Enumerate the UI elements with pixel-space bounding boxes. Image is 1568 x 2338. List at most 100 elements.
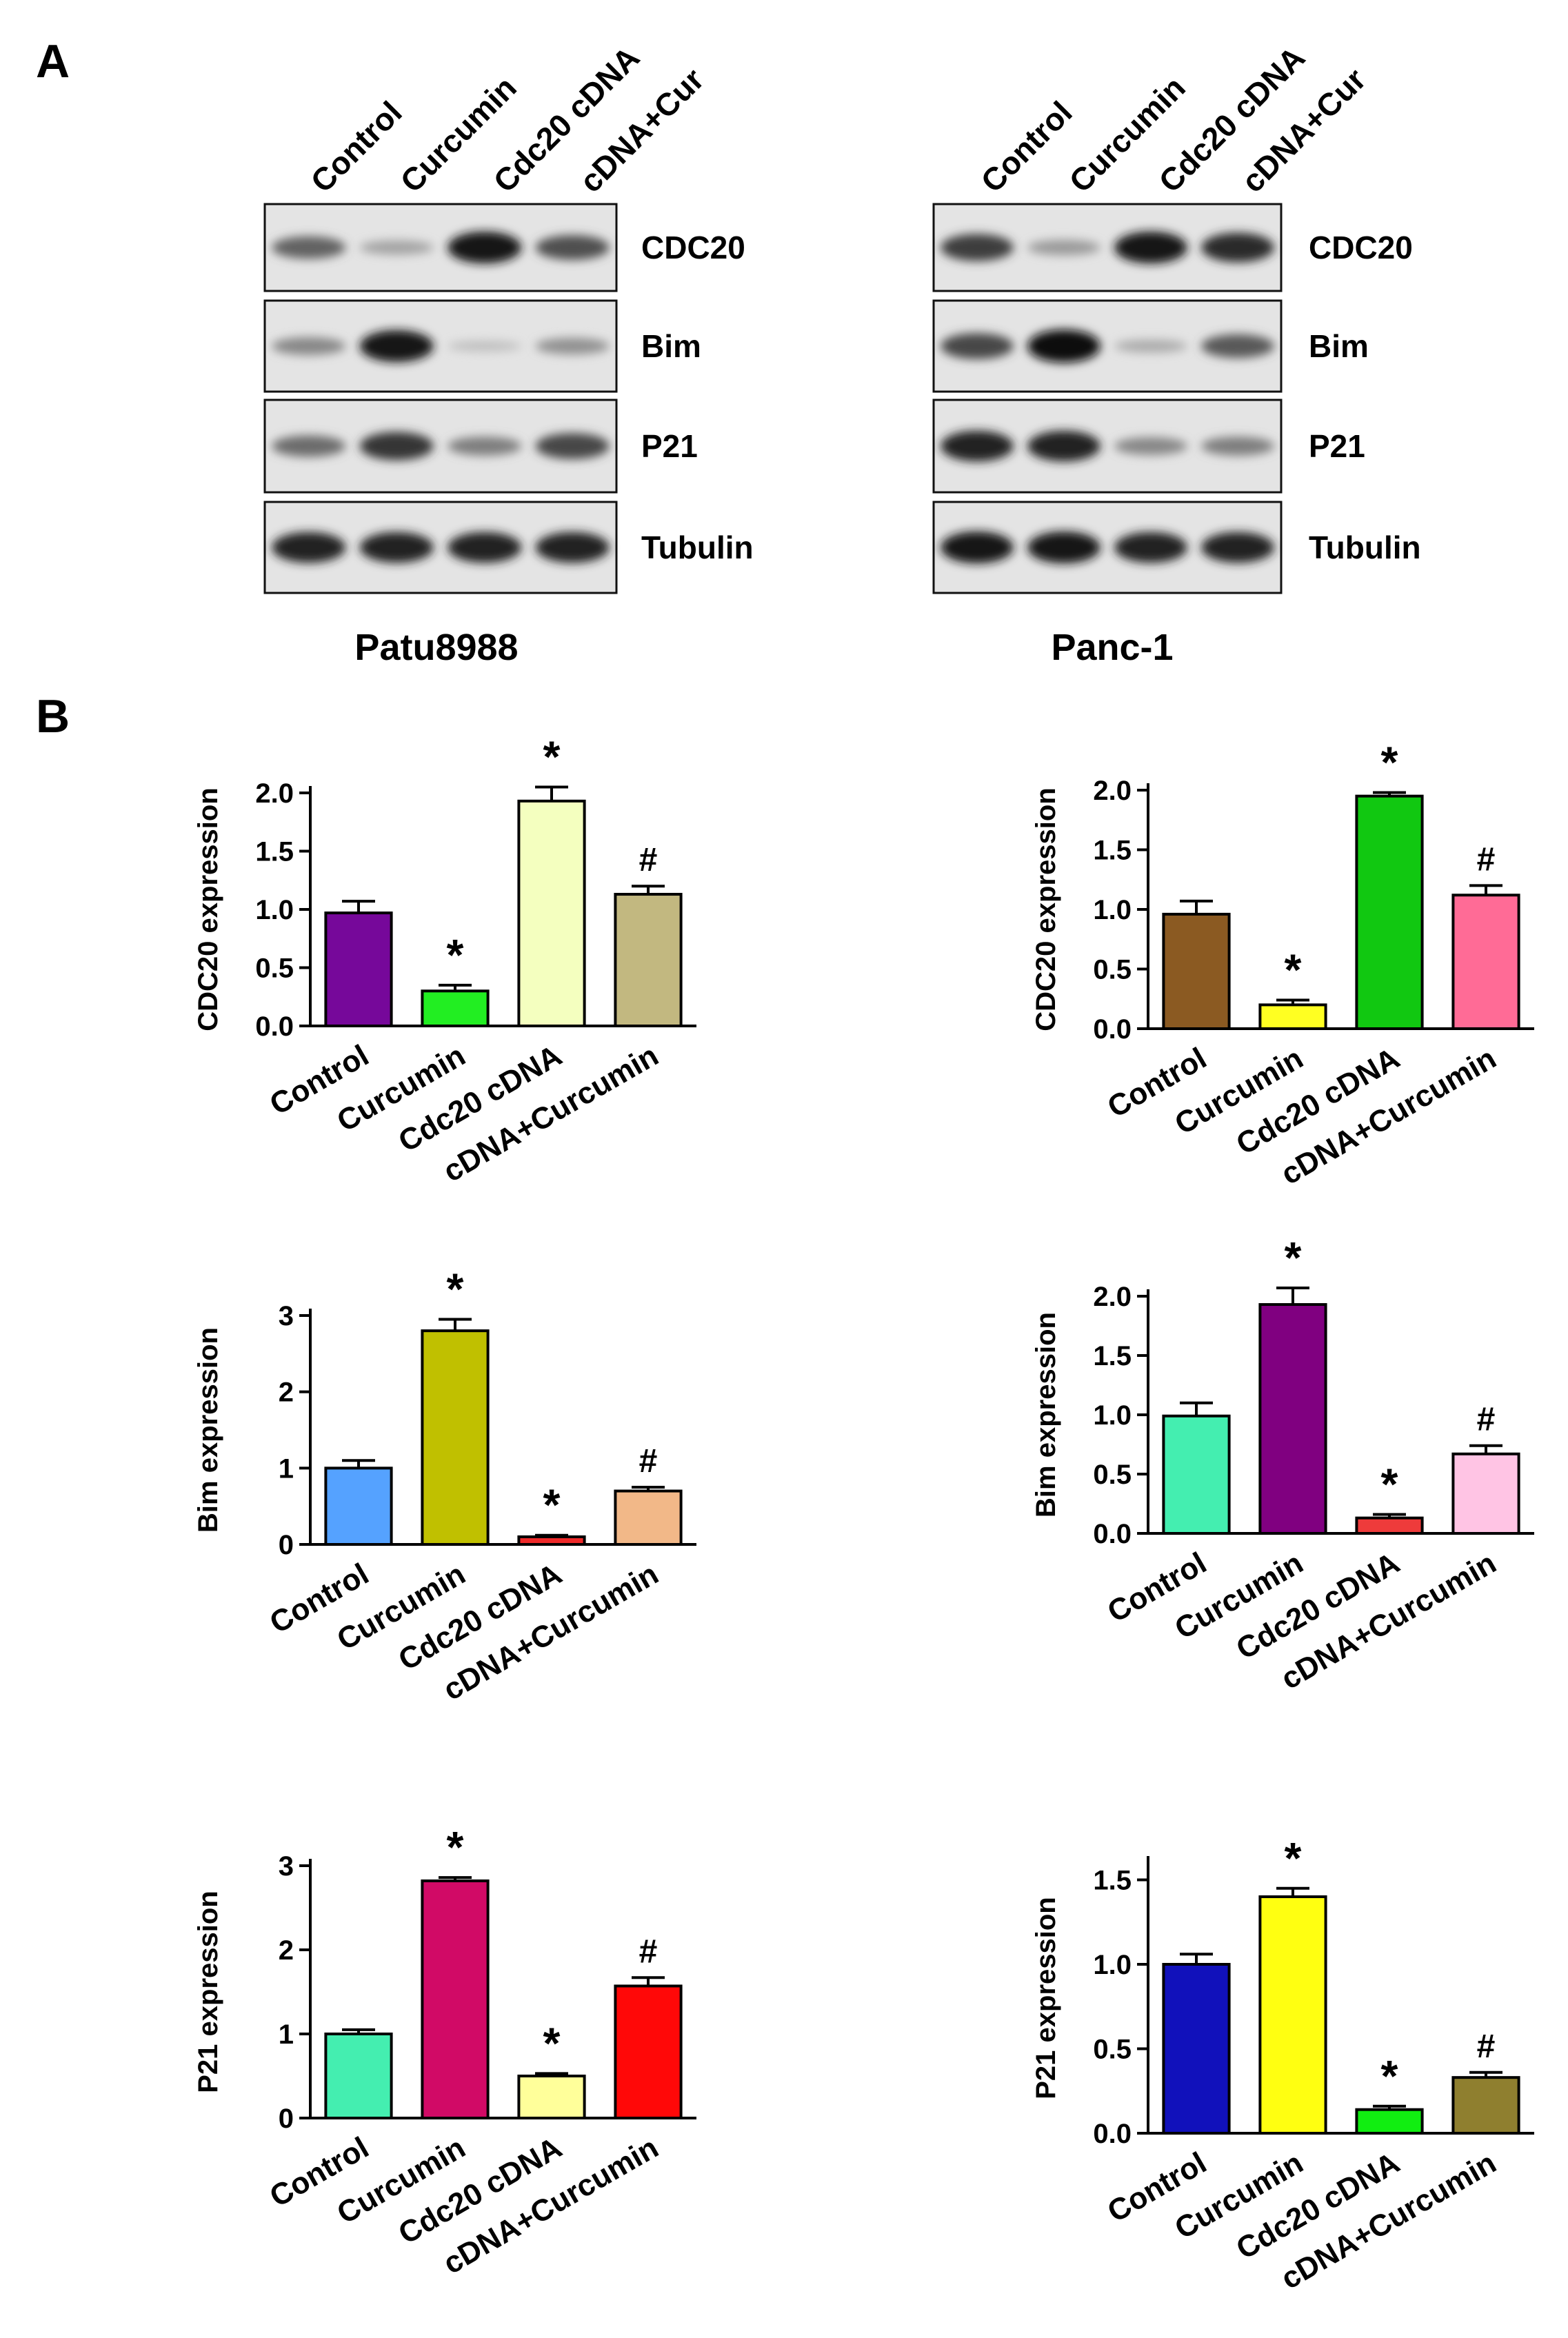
bar (1258, 1303, 1327, 1535)
blot-band (1114, 532, 1187, 563)
y-axis-label: CDC20 expression (193, 787, 223, 1031)
y-tick-label: 0.5 (1093, 955, 1132, 985)
blot-band (359, 432, 434, 461)
bar (1258, 1895, 1327, 2135)
blot-band (359, 330, 434, 363)
bar (614, 1489, 683, 1546)
y-tick-label: 2.0 (1093, 776, 1132, 806)
y-tick-label: 1 (279, 1453, 294, 1484)
blot-band (272, 435, 346, 457)
bar (517, 1535, 586, 1546)
significance-marker: * (447, 1264, 464, 1314)
significance-marker: * (1285, 1233, 1302, 1282)
blot-band (1027, 430, 1100, 462)
bar (1162, 912, 1231, 1031)
blot-band (272, 532, 346, 563)
blot-band (1027, 531, 1100, 564)
y-tick-label: 0.0 (1093, 1519, 1132, 1549)
bar (1451, 2076, 1520, 2135)
y-tick-label: 1.0 (255, 895, 294, 925)
significance-marker: # (639, 1443, 658, 1480)
blot-band (1114, 231, 1187, 264)
y-tick-label: 3 (279, 1301, 294, 1331)
y-tick-label: 1.5 (255, 837, 294, 867)
bar (1355, 2108, 1424, 2135)
bar (1355, 1516, 1424, 1535)
y-tick-label: 1.5 (1093, 836, 1132, 866)
significance-marker: # (639, 1933, 658, 1970)
significance-marker: * (543, 732, 561, 782)
y-tick-label: 1.0 (1093, 1950, 1132, 1980)
bar (614, 1984, 683, 2119)
lane-label: Cdc20 cDNA (1152, 39, 1311, 199)
protein-label: Bim (641, 328, 701, 364)
y-tick-label: 1.5 (1093, 1866, 1132, 1896)
significance-marker: * (447, 930, 464, 980)
y-tick-label: 3 (279, 1851, 294, 1882)
blot-band (1201, 436, 1274, 456)
y-axis-label: CDC20 expression (1031, 787, 1061, 1031)
significance-marker: # (1477, 2028, 1496, 2065)
y-axis-label: P21 expression (1031, 1897, 1061, 2099)
bar (324, 2033, 393, 2119)
bar (517, 2075, 586, 2119)
protein-label: Bim (1309, 328, 1369, 364)
blot-band (1027, 330, 1100, 363)
blot-band (535, 337, 610, 355)
blot-band (535, 532, 610, 563)
blot-band (359, 532, 434, 563)
significance-marker: # (1477, 1402, 1496, 1438)
blot-band (1201, 532, 1274, 563)
blot-band (1114, 437, 1187, 455)
significance-marker: * (1381, 2051, 1398, 2101)
y-tick-label: 0.5 (1093, 1460, 1132, 1490)
bar (1451, 1452, 1520, 1535)
y-tick-label: 0 (279, 2104, 294, 2134)
y-tick-label: 1.0 (1093, 1400, 1132, 1431)
y-tick-label: 2.0 (1093, 1282, 1132, 1312)
bar (421, 1329, 490, 1546)
significance-marker: * (1381, 1459, 1398, 1509)
lane-label: Control (974, 94, 1078, 199)
blot-band (535, 433, 610, 459)
y-tick-label: 0.0 (1093, 1014, 1132, 1045)
significance-marker: * (1285, 945, 1302, 994)
blot-band (272, 337, 346, 355)
panel-b-label: B (36, 690, 70, 743)
panel-a-label: A (36, 35, 70, 88)
y-axis-label: Bim expression (1031, 1312, 1061, 1518)
blot-band (448, 436, 522, 456)
protein-label: CDC20 (1309, 230, 1413, 265)
y-tick-label: 2.0 (255, 778, 294, 809)
bar (1258, 1003, 1327, 1031)
protein-label: Tubulin (1309, 530, 1421, 565)
protein-label: CDC20 (641, 230, 745, 265)
y-tick-label: 2 (279, 1378, 294, 1408)
significance-marker: # (1477, 841, 1496, 878)
bar (517, 799, 586, 1027)
y-tick-label: 0.5 (1093, 2035, 1132, 2065)
blot-band (1027, 239, 1100, 256)
bar (421, 1879, 490, 2119)
y-tick-label: 0.5 (255, 954, 294, 984)
y-tick-label: 0.0 (1093, 2119, 1132, 2149)
significance-marker: # (639, 842, 658, 878)
significance-marker: * (1285, 1833, 1302, 1883)
significance-marker: * (543, 2018, 561, 2068)
blot-band (941, 531, 1014, 564)
protein-label: P21 (641, 428, 698, 464)
y-tick-label: 1.0 (1093, 895, 1132, 925)
blot-band (1114, 339, 1187, 353)
significance-marker: * (543, 1480, 561, 1530)
bar (1162, 1963, 1231, 2135)
y-axis-label: P21 expression (193, 1891, 223, 2093)
lane-label: Cdc20 cDNA (486, 39, 646, 199)
blot-band (272, 236, 346, 259)
